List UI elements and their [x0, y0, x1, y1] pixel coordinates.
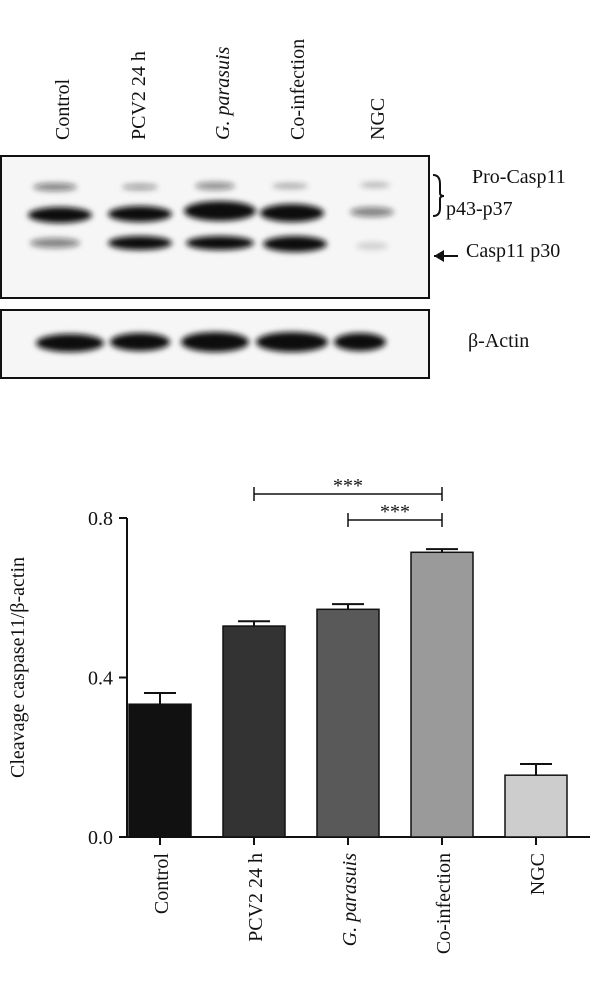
blot-label: β-Actin — [468, 330, 529, 352]
lane-label: Control — [52, 78, 74, 140]
lane-label: G. parasuis — [212, 46, 234, 140]
lane-label: PCV2 24 h — [128, 51, 150, 140]
blot-label: p43-p37 — [446, 198, 513, 220]
bar — [128, 703, 192, 838]
x-tick-label: NGC — [527, 853, 549, 895]
blot-top — [0, 155, 458, 299]
blot-actin — [0, 309, 430, 379]
x-tick-label: Co-infection — [433, 853, 455, 954]
significance: *** — [380, 501, 410, 523]
lane-label: Co-infection — [287, 39, 309, 140]
y-tick-label: 0.0 — [88, 827, 113, 849]
x-tick-label: PCV2 24 h — [245, 853, 267, 942]
y-axis-label: Cleavage caspase11/β-actin — [7, 557, 29, 778]
x-tick-label: G. parasuis — [339, 853, 361, 947]
bar — [504, 774, 568, 838]
bar — [222, 625, 286, 838]
bar — [316, 608, 380, 838]
lane-label: NGC — [367, 98, 389, 140]
x-tick-label: Control — [151, 853, 173, 915]
significance: *** — [333, 475, 363, 497]
y-tick-label: 0.4 — [88, 668, 113, 690]
blot-label: Casp11 p30 — [466, 240, 560, 262]
bar — [410, 551, 474, 838]
blot-label: Pro-Casp11 — [472, 166, 566, 188]
y-tick-label: 0.8 — [88, 508, 113, 530]
